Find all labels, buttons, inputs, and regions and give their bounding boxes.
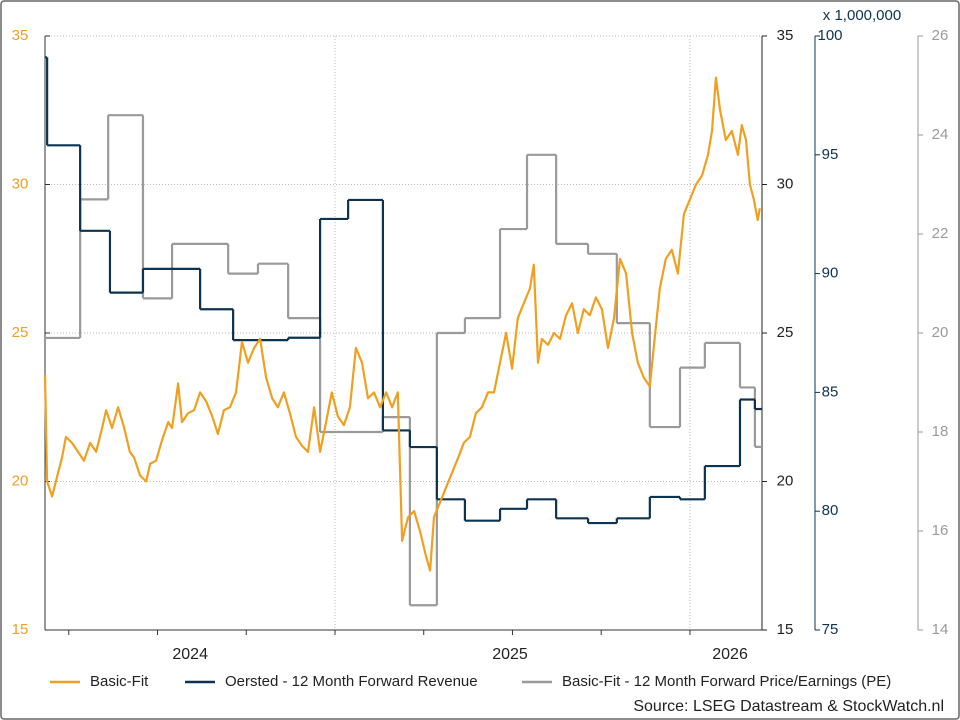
y-tick-label: 20: [777, 472, 794, 489]
y-tick-label: 26: [932, 27, 949, 44]
y-tick-label: 20: [932, 324, 949, 341]
y-tick-label: 85: [822, 383, 839, 400]
series-line: [43, 76, 761, 572]
y-tick-label: 35: [12, 27, 29, 44]
y-tick-label: 14: [932, 621, 949, 638]
y-tick-label: 95: [822, 146, 839, 163]
legend-label: Basic-Fit: [90, 673, 149, 690]
y-tick-label: 22: [932, 225, 949, 242]
y-tick-label: 25: [777, 324, 794, 341]
legend-label: Basic-Fit - 12 Month Forward Price/Earni…: [562, 673, 891, 690]
y-tick-label: 25: [12, 324, 29, 341]
y-tick-label: 90: [822, 265, 839, 282]
source: Source: LSEG Datastream & StockWatch.nl: [633, 698, 944, 715]
y2-unit: x 1,000,000: [823, 7, 901, 24]
y-tick-label: 75: [822, 621, 839, 638]
legend-label: Oersted - 12 Month Forward Revenue: [225, 673, 478, 690]
y-tick-label: 20: [12, 472, 29, 489]
y-tick-label: 30: [12, 175, 29, 192]
y-tick-label: 30: [777, 175, 794, 192]
y-tick-label: 35: [777, 27, 794, 44]
x-tick-label: 2026: [712, 646, 748, 663]
y-tick-label: 15: [12, 621, 29, 638]
x-tick-label: 2024: [172, 646, 208, 663]
y-tick-label: 80: [822, 502, 839, 519]
y-tick-label: 24: [932, 126, 949, 143]
y-tick-label: 15: [777, 621, 794, 638]
y-tick-label: 18: [932, 423, 949, 440]
x-tick-label: 2025: [492, 646, 528, 663]
y-tick-label: 16: [932, 522, 949, 539]
y-tick-label: 100: [817, 27, 842, 44]
